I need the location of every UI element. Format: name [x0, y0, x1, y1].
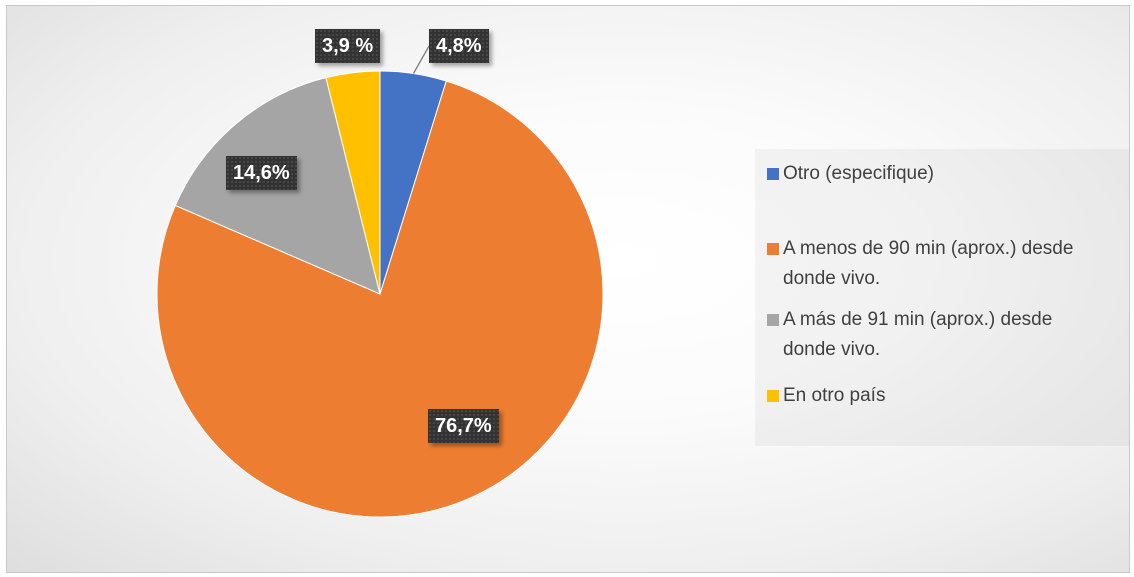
legend: Otro (especifique) A menos de 90 min (ap…: [755, 149, 1129, 446]
legend-item-otro-pais: En otro país: [767, 381, 885, 411]
leader-line: [412, 45, 430, 74]
legend-label: A menos de 90 min (aprox.) desde donde v…: [783, 238, 1074, 289]
data-label-mas-91: 14,6%: [226, 156, 297, 190]
legend-swatch-orange: [767, 243, 779, 255]
legend-swatch-yellow: [767, 390, 779, 402]
data-label-otro: 4,8%: [429, 29, 489, 63]
legend-item-otro: Otro (especifique): [767, 159, 934, 189]
pie-slice-3: [325, 70, 381, 295]
legend-item-menos-90: A menos de 90 min (aprox.) desde donde v…: [767, 234, 1073, 294]
legend-item-mas-91: A más de 91 min (aprox.) desde donde viv…: [767, 305, 1052, 365]
data-label-menos-90: 76,7%: [428, 409, 499, 443]
chart-area: 4,8% 76,7% 14,6% 3,9 % Otro (especifique…: [6, 5, 1130, 573]
pie-slice-1: [156, 80, 604, 518]
legend-swatch-blue: [767, 168, 779, 180]
legend-label: A más de 91 min (aprox.) desde donde viv…: [783, 309, 1053, 360]
data-label-otro-pais: 3,9 %: [315, 29, 381, 63]
legend-swatch-gray: [767, 314, 779, 326]
legend-label: En otro país: [783, 385, 886, 406]
legend-label: Otro (especifique): [783, 163, 935, 184]
